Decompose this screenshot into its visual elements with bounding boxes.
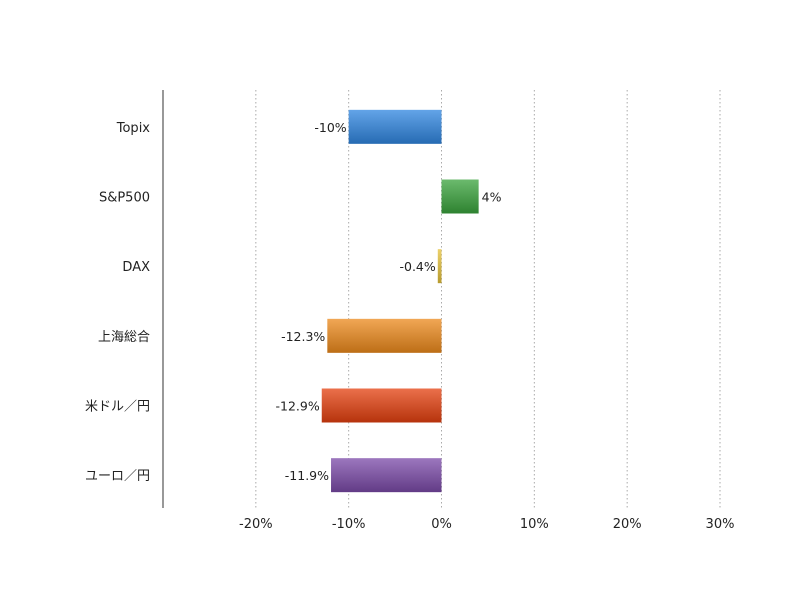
x-tick-label: -20% xyxy=(239,517,273,532)
bar xyxy=(441,179,479,214)
data-label: -0.4% xyxy=(400,259,436,274)
bar xyxy=(348,109,442,144)
category-label: DAX xyxy=(122,260,150,275)
x-tick-label: 30% xyxy=(706,517,735,532)
category-label: S&P500 xyxy=(99,191,150,206)
bar xyxy=(331,458,442,493)
x-tick-label: 20% xyxy=(613,517,642,532)
labels: -20% -10% 0% 10% 20% 30% Topix -10% S&P500 4% DAX -… xyxy=(85,120,734,532)
data-label: -12.9% xyxy=(276,399,320,414)
data-label: -11.9% xyxy=(285,468,329,483)
category-label: Topix xyxy=(116,121,151,136)
category-label: 上海総合 xyxy=(98,330,150,345)
x-tick-label: 10% xyxy=(520,517,549,532)
bars xyxy=(321,109,479,493)
category-label: ユーロ／円 xyxy=(85,469,150,484)
x-tick-label: -10% xyxy=(332,517,366,532)
bar xyxy=(321,388,442,423)
category-label: 米ドル／円 xyxy=(85,400,150,415)
data-label: -10% xyxy=(314,120,346,135)
bar xyxy=(437,249,442,284)
data-label: 4% xyxy=(482,190,502,205)
data-label: -12.3% xyxy=(281,329,325,344)
gridlines xyxy=(255,90,721,508)
x-tick-label: 0% xyxy=(431,517,452,532)
bar xyxy=(327,318,442,353)
